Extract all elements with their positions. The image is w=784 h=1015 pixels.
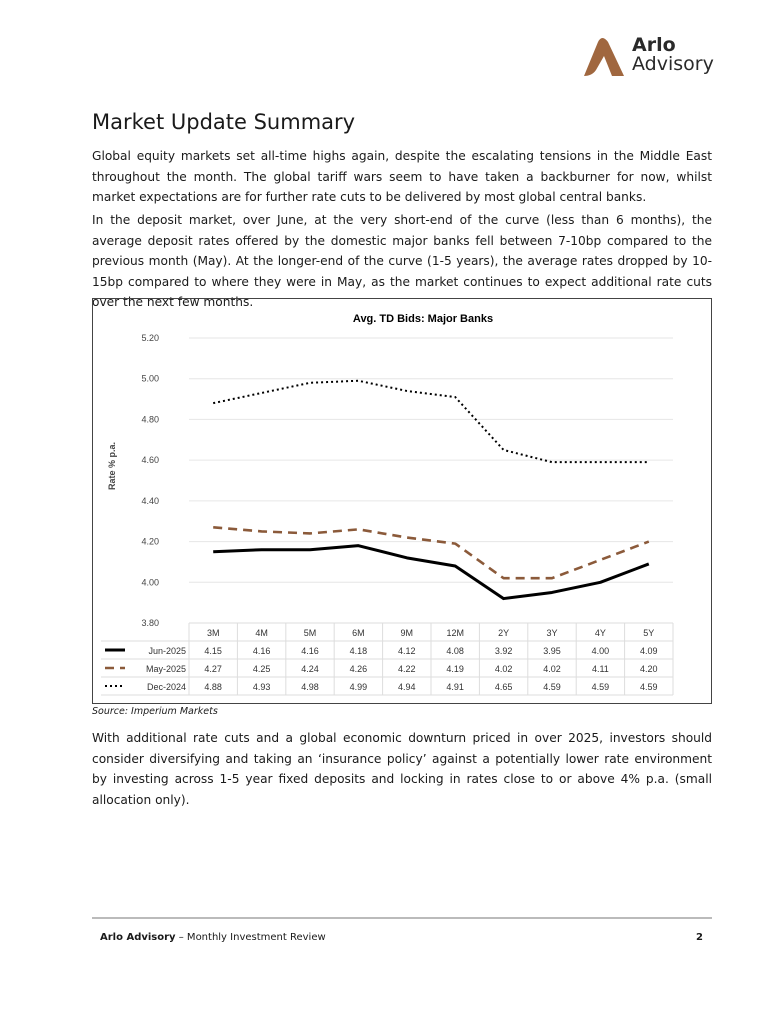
data-table-value: 4.16: [253, 646, 271, 656]
footer-divider: [92, 917, 712, 919]
paragraph-2: In the deposit market, over June, at the…: [92, 213, 712, 309]
data-table-value: 4.59: [640, 682, 658, 692]
footer-title: – Monthly Investment Review: [175, 932, 326, 943]
y-tick-label: 5.00: [141, 374, 159, 384]
data-table-value: 4.02: [543, 664, 561, 674]
data-table-value: 4.25: [253, 664, 271, 674]
logo-line1: Arlo: [632, 34, 676, 56]
chart-source: Source: Imperium Markets: [92, 706, 218, 717]
page-number: 2: [696, 932, 703, 943]
data-table-value: 4.59: [592, 682, 610, 692]
data-table-value: 4.99: [350, 682, 368, 692]
x-tick-label: 6M: [352, 628, 365, 638]
data-table-value: 4.19: [446, 664, 464, 674]
y-tick-label: 3.80: [141, 618, 159, 628]
chart-title: Avg. TD Bids: Major Banks: [353, 313, 493, 325]
data-table-value: 4.98: [301, 682, 319, 692]
data-table-value: 4.94: [398, 682, 416, 692]
logo-line2: Advisory: [632, 53, 714, 75]
data-table-value: 4.15: [204, 646, 222, 656]
footer-brand: Arlo Advisory: [100, 932, 176, 943]
data-table-value: 4.93: [253, 682, 271, 692]
footer-text: Arlo Advisory – Monthly Investment Revie…: [100, 932, 326, 943]
series-line-may-2025: [213, 526, 650, 580]
data-table-value: 3.95: [543, 646, 561, 656]
data-table-value: 4.12: [398, 646, 416, 656]
data-table-value: 4.24: [301, 664, 319, 674]
legend-label: Jun-2025: [148, 646, 186, 656]
x-tick-label: 12M: [446, 628, 464, 638]
y-tick-label: 4.20: [141, 537, 159, 547]
x-tick-label: 3M: [207, 628, 220, 638]
data-table-value: 4.00: [592, 646, 610, 656]
x-tick-label: 2Y: [498, 628, 509, 638]
y-tick-label: 4.00: [141, 577, 159, 587]
x-tick-label: 3Y: [546, 628, 557, 638]
data-table-value: 4.88: [204, 682, 222, 692]
chart-svg: Avg. TD Bids: Major Banks Rate % p.a. 5.…: [101, 313, 674, 696]
data-table-value: 4.65: [495, 682, 513, 692]
y-tick-label: 4.40: [141, 496, 159, 506]
data-table-value: 4.08: [446, 646, 464, 656]
paragraph-3: With additional rate cuts and a global e…: [92, 731, 712, 807]
logo-mark-icon: [584, 38, 624, 76]
data-table-value: 3.92: [495, 646, 513, 656]
data-table-value: 4.11: [592, 664, 609, 674]
y-tick-label: 5.20: [141, 333, 159, 343]
data-table-value: 4.16: [301, 646, 319, 656]
x-tick-label: 4M: [255, 628, 268, 638]
x-tick-label: 5Y: [643, 628, 654, 638]
x-tick-label: 9M: [401, 628, 414, 638]
data-table-value: 4.20: [640, 664, 658, 674]
y-tick-label: 4.80: [141, 414, 159, 424]
data-table-value: 4.26: [350, 664, 368, 674]
x-tick-label: 5M: [304, 628, 317, 638]
y-tick-label: 4.60: [141, 455, 159, 465]
paragraph-1: Global equity markets set all-time highs…: [92, 149, 712, 204]
data-table-value: 4.27: [204, 664, 222, 674]
arlo-advisory-logo: Arlo Advisory: [582, 34, 714, 80]
data-table-value: 4.02: [495, 664, 513, 674]
x-tick-label: 4Y: [595, 628, 606, 638]
data-table-value: 4.59: [543, 682, 561, 692]
series-line-jun-2025: [213, 544, 650, 601]
legend-label: May-2025: [146, 664, 186, 674]
data-table-value: 4.18: [350, 646, 368, 656]
data-table-value: 4.91: [446, 682, 464, 692]
y-axis-label: Rate % p.a.: [107, 442, 117, 490]
page-title: Market Update Summary: [92, 110, 356, 134]
chart: Avg. TD Bids: Major Banks Rate % p.a. 5.…: [92, 298, 712, 704]
series-line-dec-2024: [212, 379, 649, 464]
legend-label: Dec-2024: [147, 682, 186, 692]
data-table-value: 4.09: [640, 646, 658, 656]
data-table-value: 4.22: [398, 664, 416, 674]
